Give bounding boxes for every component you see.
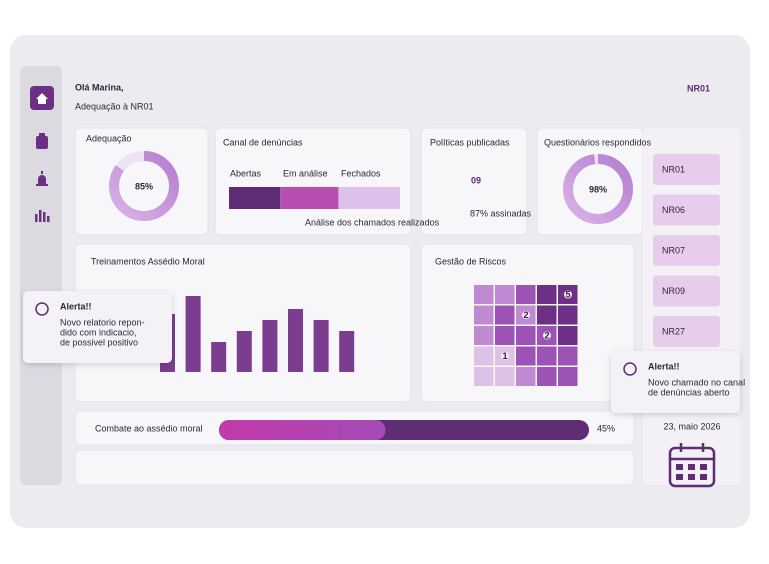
- ring-label: 98%: [589, 184, 607, 194]
- big-number: 09: [471, 175, 481, 185]
- risk-count: 2: [544, 330, 549, 340]
- risk-count: 2: [523, 310, 528, 320]
- progress-value: 45%: [597, 423, 615, 433]
- bar: [211, 342, 227, 372]
- badge: NR01: [687, 83, 710, 93]
- bar: [236, 331, 252, 372]
- alert[interactable]: Alerta!! Novo relatorio repon-dido com in…: [23, 291, 172, 363]
- risk-cell: [516, 346, 536, 366]
- list-item[interactable]: [653, 194, 720, 226]
- alert-title: Alerta!!: [648, 361, 680, 371]
- card-title: Adequação: [86, 133, 132, 143]
- alert-text: dido com indicacio,: [60, 327, 137, 337]
- list-item-label: NR06: [662, 205, 685, 215]
- segment: [229, 187, 281, 209]
- home-icon: [36, 93, 48, 104]
- list-item-label: NR01: [662, 164, 685, 174]
- risk-cell: [495, 305, 515, 325]
- risk-count: 1: [502, 351, 507, 361]
- card-title: Canal de denúncias: [223, 137, 303, 147]
- bar: [185, 296, 201, 372]
- risk-cell: [495, 367, 515, 386]
- alert-box: [611, 351, 740, 413]
- risk-cell: [495, 285, 515, 304]
- alert-icon: [623, 362, 637, 376]
- calendar-icon[interactable]: [668, 443, 716, 488]
- risk-cell: [537, 367, 557, 386]
- alert-text: de possivel positivo: [60, 337, 138, 347]
- list-item[interactable]: [653, 316, 720, 347]
- risk-marker: [564, 290, 572, 299]
- risk-count: 5: [565, 289, 570, 299]
- risk-cell: [474, 367, 494, 386]
- list-item[interactable]: [653, 154, 720, 185]
- ring-value: [563, 154, 633, 224]
- bar: [313, 320, 329, 372]
- segment-label: Fechados: [341, 168, 381, 178]
- subtitle: Adequação à NR01: [75, 101, 154, 111]
- bar: [339, 331, 355, 372]
- alert-text: Novo chamado no canal: [648, 377, 745, 387]
- sidebar-icons[interactable]: [35, 133, 50, 222]
- ring-label: 85%: [135, 181, 153, 191]
- risk-cell: [537, 346, 557, 366]
- risk-cell: [537, 305, 557, 325]
- alert-title: Alerta!!: [60, 301, 92, 311]
- progress-label: Combate ao assédio moral: [95, 423, 203, 433]
- risk-cell: [474, 305, 494, 325]
- risk-cell: [537, 285, 557, 304]
- risk-marker: [543, 331, 551, 340]
- alert-icon: [35, 302, 49, 316]
- risk-cell: [495, 326, 515, 345]
- bar: [262, 320, 278, 372]
- date: 23, maio 2026: [663, 421, 720, 431]
- ring-value: [109, 151, 179, 221]
- risk-cell: [558, 326, 578, 345]
- risk-cell: [516, 326, 536, 345]
- alert-text: Novo relatorio repon-: [60, 317, 145, 327]
- risk-cell: [558, 305, 578, 325]
- card-title: Políticas publicadas: [430, 137, 510, 147]
- card: [74, 449, 635, 486]
- greeting: Olá Marina,: [75, 82, 124, 92]
- card-title: Questionários respondidos: [544, 137, 652, 147]
- risk-marker: [522, 311, 530, 319]
- note: 87% assinadas: [470, 208, 532, 218]
- list-item-label: NR09: [662, 286, 685, 296]
- list-item[interactable]: [653, 275, 720, 307]
- risk-cell: [516, 285, 536, 304]
- list-item-label: NR07: [662, 245, 685, 255]
- card-title: Gestão de Riscos: [435, 256, 507, 266]
- segment-label: Em análise: [283, 168, 328, 178]
- risk-cell: [558, 367, 578, 386]
- risk-cell: [558, 346, 578, 366]
- list-item-label: NR27: [662, 326, 685, 336]
- segment-label: Abertas: [230, 168, 262, 178]
- card: [420, 127, 528, 236]
- segment: [280, 187, 339, 209]
- bar: [288, 309, 303, 372]
- progress-fill: [219, 420, 386, 440]
- risk-cell: [516, 367, 536, 386]
- sidebar: [20, 66, 62, 485]
- note: Análise dos chamados realizados: [305, 217, 440, 227]
- segment: [338, 187, 400, 209]
- list-item[interactable]: [653, 235, 720, 266]
- card-title: Treinamentos Assédio Moral: [91, 256, 205, 266]
- risk-cell: [474, 346, 494, 366]
- card: [74, 127, 209, 236]
- risk-marker: [501, 352, 509, 360]
- calendar-days: [676, 464, 707, 480]
- risk-cell: [474, 285, 494, 304]
- risk-cell: [474, 326, 494, 345]
- alert-text: de denúncias aberto: [648, 387, 730, 397]
- alert-box: [23, 291, 172, 363]
